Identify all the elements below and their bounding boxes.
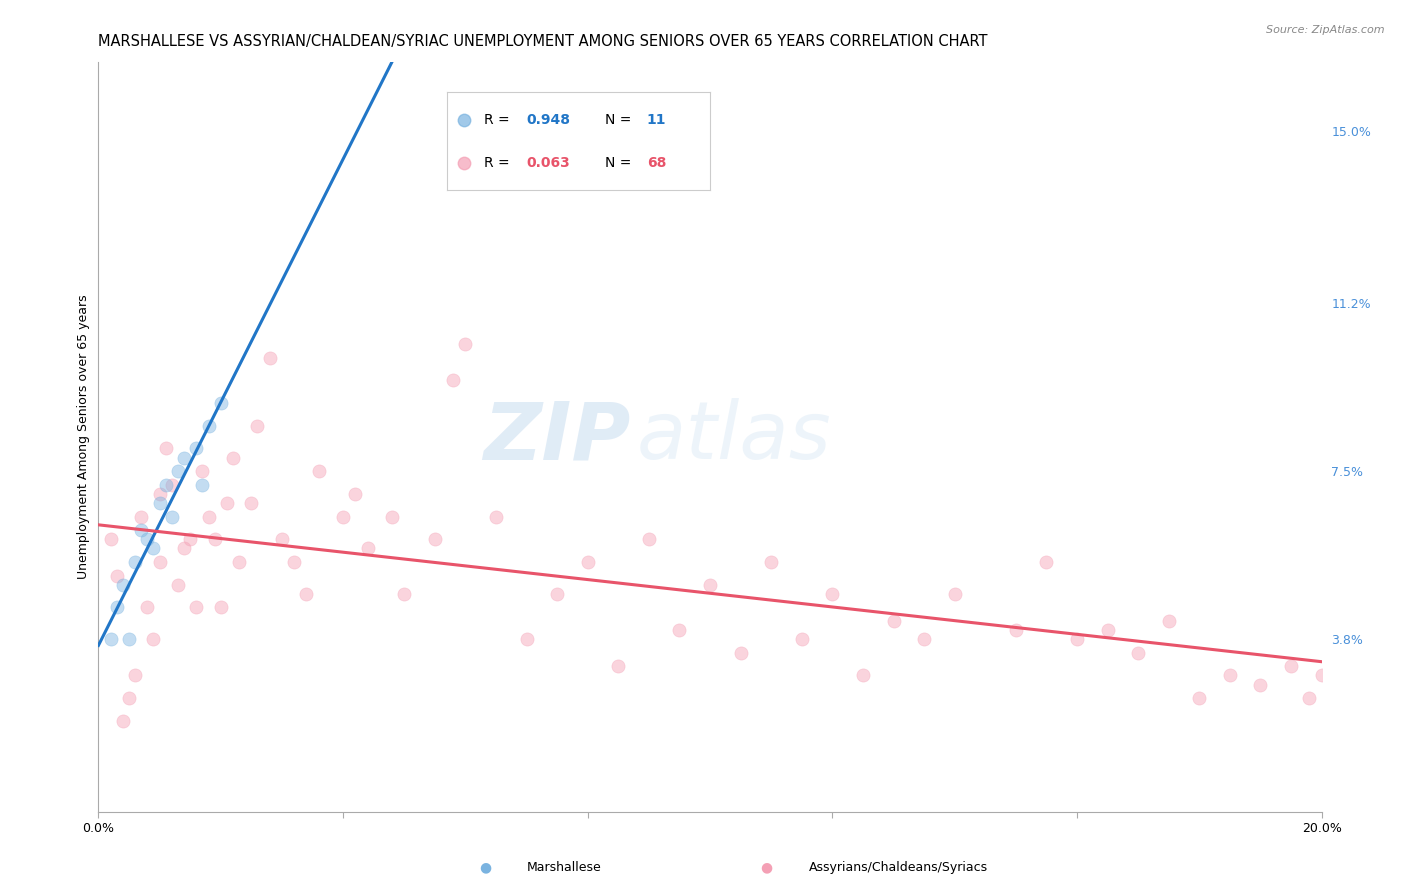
Point	[209, 600, 232, 615]
Point	[173, 541, 195, 556]
Point	[149, 487, 172, 501]
Point	[1066, 632, 1088, 647]
Point	[111, 714, 134, 728]
Point	[546, 587, 568, 601]
Point	[118, 691, 141, 706]
Point	[191, 477, 214, 491]
Point	[1249, 677, 1271, 691]
Point	[240, 496, 263, 510]
Point	[179, 533, 201, 547]
Point	[607, 659, 630, 673]
Point	[1310, 668, 1333, 682]
Point	[259, 351, 281, 365]
Point	[129, 523, 152, 537]
Point	[356, 541, 378, 556]
Point	[186, 442, 208, 456]
Point	[197, 509, 219, 524]
Point	[100, 632, 122, 647]
Point	[136, 533, 159, 547]
Point	[454, 337, 477, 351]
Point	[821, 587, 844, 601]
Point	[852, 668, 875, 682]
Point	[423, 533, 446, 547]
Point	[1035, 555, 1057, 569]
Point	[149, 555, 172, 569]
Text: atlas: atlas	[637, 398, 831, 476]
Point	[1097, 623, 1119, 637]
Point	[283, 555, 305, 569]
Point	[142, 632, 165, 647]
Point	[136, 600, 159, 615]
Text: ZIP: ZIP	[484, 398, 630, 476]
Point	[167, 577, 190, 591]
Point	[186, 600, 208, 615]
Point	[215, 496, 238, 510]
Point	[883, 614, 905, 628]
Point	[160, 477, 183, 491]
Point	[759, 555, 782, 569]
Point	[576, 555, 599, 569]
Point	[105, 600, 128, 615]
Text: MARSHALLESE VS ASSYRIAN/CHALDEAN/SYRIAC UNEMPLOYMENT AMONG SENIORS OVER 65 YEARS: MARSHALLESE VS ASSYRIAN/CHALDEAN/SYRIAC …	[98, 34, 988, 49]
Point	[1157, 614, 1180, 628]
Point	[246, 418, 269, 433]
Point	[441, 373, 464, 387]
Point	[699, 577, 721, 591]
Point	[222, 450, 245, 465]
Point	[1298, 691, 1320, 706]
Point	[124, 668, 146, 682]
Point	[155, 477, 177, 491]
Point	[124, 555, 146, 569]
Point	[392, 587, 416, 601]
Point	[228, 555, 250, 569]
Point	[167, 464, 190, 478]
Point	[142, 541, 165, 556]
Point	[149, 496, 172, 510]
Text: ●: ●	[479, 860, 491, 874]
Y-axis label: Unemployment Among Seniors over 65 years: Unemployment Among Seniors over 65 years	[77, 294, 90, 580]
Point	[270, 533, 292, 547]
Point	[912, 632, 935, 647]
Point	[637, 533, 661, 547]
Point	[1279, 659, 1302, 673]
Point	[943, 587, 966, 601]
Text: Marshallese: Marshallese	[527, 861, 602, 873]
Point	[381, 509, 404, 524]
Point	[730, 646, 752, 660]
Text: Source: ZipAtlas.com: Source: ZipAtlas.com	[1267, 25, 1385, 35]
Point	[209, 396, 232, 410]
Point	[204, 533, 226, 547]
Point	[295, 587, 318, 601]
Point	[160, 509, 183, 524]
Point	[173, 450, 195, 465]
Point	[1128, 646, 1150, 660]
Point	[111, 577, 134, 591]
Point	[1004, 623, 1026, 637]
Text: ●: ●	[761, 860, 772, 874]
Point	[668, 623, 690, 637]
Point	[191, 464, 214, 478]
Point	[516, 632, 538, 647]
Point	[308, 464, 330, 478]
Point	[344, 487, 367, 501]
Point	[197, 418, 219, 433]
Point	[1219, 668, 1241, 682]
Point	[485, 509, 508, 524]
Point	[100, 533, 122, 547]
Point	[105, 568, 128, 582]
Point	[790, 632, 813, 647]
Point	[155, 442, 177, 456]
Point	[332, 509, 354, 524]
Point	[129, 509, 152, 524]
Point	[118, 632, 141, 647]
Text: Assyrians/Chaldeans/Syriacs: Assyrians/Chaldeans/Syriacs	[808, 861, 987, 873]
Point	[1188, 691, 1211, 706]
